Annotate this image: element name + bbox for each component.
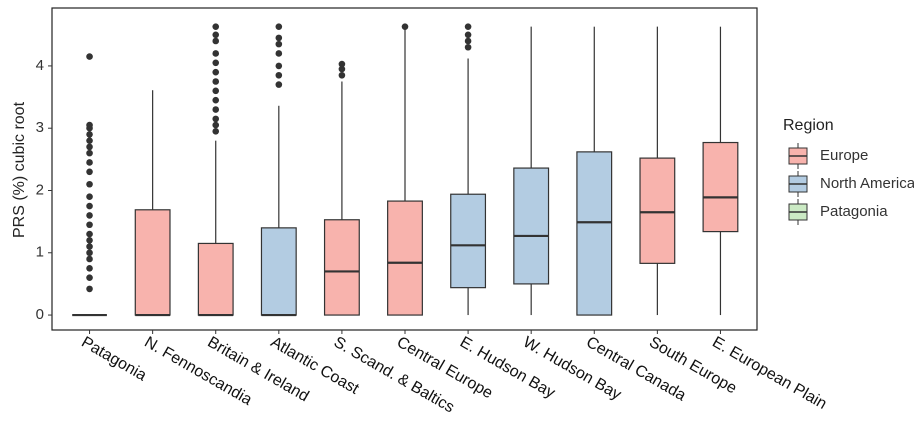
outlier <box>86 131 93 138</box>
outlier <box>86 243 93 250</box>
box <box>702 141 739 233</box>
outlier <box>86 255 93 263</box>
outlier <box>212 37 220 45</box>
outlier <box>86 168 93 176</box>
outlier <box>86 202 93 210</box>
outlier <box>464 37 472 45</box>
box <box>134 209 171 316</box>
outlier <box>86 212 93 219</box>
outlier <box>86 230 93 238</box>
y-tick-label: 2 <box>36 181 44 198</box>
outlier <box>275 23 283 30</box>
y-tick-label: 3 <box>36 119 44 136</box>
outlier <box>212 106 220 113</box>
outlier <box>338 71 346 79</box>
outlier <box>86 274 93 281</box>
x-tick-label: E. European Plain <box>709 334 829 413</box>
legend-label: Europe <box>820 147 868 164</box>
outlier <box>275 71 283 79</box>
outlier <box>86 149 93 157</box>
y-tick-label: 1 <box>36 244 44 261</box>
y-axis-label: PRS (%) cubic root <box>11 101 28 238</box>
outlier <box>212 23 220 30</box>
outlier <box>86 137 93 144</box>
outlier <box>86 237 93 244</box>
outlier <box>86 53 93 60</box>
box <box>639 157 676 264</box>
outlier <box>212 128 220 135</box>
box <box>260 227 297 316</box>
legend-title: Region <box>783 117 834 134</box>
y-tick-label: 4 <box>36 57 44 74</box>
outlier <box>86 121 93 129</box>
outlier <box>401 23 409 30</box>
outlier <box>212 68 220 76</box>
outlier <box>275 40 283 48</box>
outlier <box>338 60 346 68</box>
box <box>197 242 234 316</box>
outlier <box>275 81 283 88</box>
y-tick-label: 0 <box>36 306 44 323</box>
x-tick-label: N. Fennoscandia <box>141 334 254 409</box>
box <box>387 200 423 316</box>
outlier <box>338 65 346 73</box>
outlier <box>86 265 93 272</box>
outlier <box>275 34 283 42</box>
outlier <box>464 31 472 39</box>
outlier <box>212 115 220 123</box>
outlier <box>86 221 93 229</box>
outlier <box>212 78 220 85</box>
x-tick-label: Patagonia <box>78 334 149 385</box>
box <box>576 151 613 316</box>
outlier <box>86 249 93 257</box>
legend-label: North America <box>820 175 914 192</box>
box <box>450 193 487 289</box>
outlier <box>212 50 220 57</box>
box <box>513 167 550 285</box>
outlier <box>86 285 93 293</box>
outlier <box>464 43 472 51</box>
outlier <box>212 59 220 67</box>
outlier <box>212 87 220 95</box>
outlier <box>86 193 93 201</box>
outlier <box>86 180 93 188</box>
outlier <box>212 96 220 104</box>
outlier <box>275 62 283 70</box>
outlier <box>275 50 283 57</box>
box <box>323 219 360 316</box>
outlier <box>86 159 93 166</box>
outlier <box>464 23 472 30</box>
legend-label: Patagonia <box>820 203 888 220</box>
outlier <box>212 31 220 39</box>
outlier <box>212 121 220 129</box>
outlier <box>86 143 93 151</box>
